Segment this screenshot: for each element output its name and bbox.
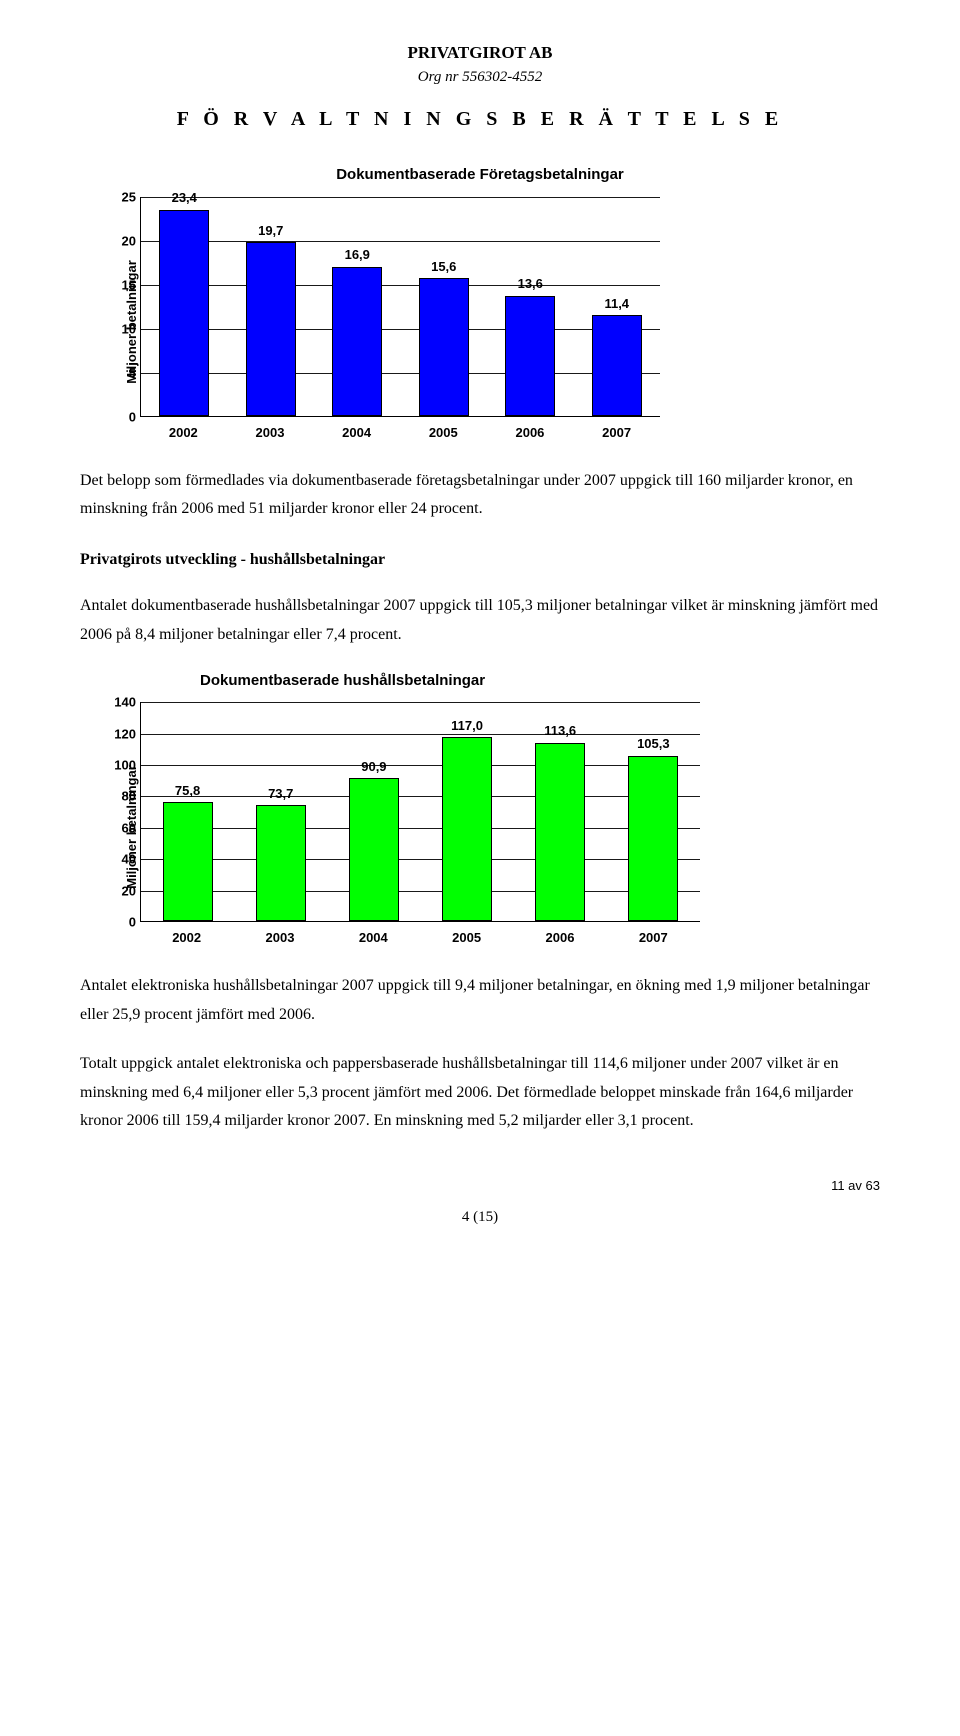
chart-bar-value: 113,6: [544, 721, 576, 741]
subheading-1: Privatgirots utveckling - hushållsbetaln…: [80, 548, 880, 572]
chart-y-tick: 5: [101, 363, 136, 383]
chart-x-label: 2007: [623, 928, 683, 948]
chart-y-tick: 0: [101, 912, 136, 932]
chart-x-label: 2003: [250, 928, 310, 948]
chart-bar: 13,6: [500, 274, 560, 415]
chart-x-label: 2006: [530, 928, 590, 948]
chart-x-label: 2005: [413, 423, 473, 443]
chart-bar-value: 73,7: [268, 784, 293, 804]
paragraph-4: Totalt uppgick antalet elektroniska och …: [80, 1050, 880, 1136]
chart-x-label: 2005: [437, 928, 497, 948]
chart-x-label: 2002: [157, 928, 217, 948]
chart-y-tick: 15: [101, 275, 136, 295]
chart-x-label: 2003: [240, 423, 300, 443]
footer-page: 4 (15): [80, 1206, 880, 1229]
chart-bar-value: 15,6: [431, 257, 456, 277]
chart2-container: Dokumentbaserade hushållsbetalningar Mil…: [80, 670, 880, 953]
paragraph-2: Antalet dokumentbaserade hushållsbetalni…: [80, 592, 880, 650]
chart-y-tick: 0: [101, 407, 136, 427]
chart-bar-value: 105,3: [637, 734, 670, 754]
org-number: Org nr 556302-4552: [80, 66, 880, 89]
chart1-container: Dokumentbaserade Företagsbetalningar Mil…: [80, 164, 880, 447]
chart-y-tick: 10: [101, 319, 136, 339]
paragraph-3: Antalet elektroniska hushållsbetalningar…: [80, 972, 880, 1030]
chart2: Miljoner betalningar02040608010012014075…: [80, 702, 720, 952]
chart-bar: 117,0: [437, 716, 497, 921]
chart-y-tick: 25: [101, 187, 136, 207]
chart-y-tick: 20: [101, 881, 136, 901]
paragraph-1: Det belopp som förmedlades via dokumentb…: [80, 467, 880, 525]
chart-bar-value: 19,7: [258, 221, 283, 241]
chart-bar: 90,9: [344, 757, 404, 921]
chart-y-tick: 40: [101, 850, 136, 870]
chart-bar-value: 117,0: [451, 716, 483, 736]
chart-bar: 15,6: [414, 257, 474, 416]
footer-page-of: 11 av 63: [80, 1176, 880, 1196]
chart-bar: 113,6: [530, 721, 590, 921]
chart-x-label: 2002: [153, 423, 213, 443]
chart-x-label: 2004: [343, 928, 403, 948]
chart-y-tick: 120: [101, 724, 136, 744]
chart-bar: 23,4: [154, 188, 214, 415]
chart-x-label: 2004: [327, 423, 387, 443]
chart-bar-value: 13,6: [518, 274, 543, 294]
chart-y-tick: 80: [101, 787, 136, 807]
chart-y-tick: 60: [101, 818, 136, 838]
chart-bar: 11,4: [587, 294, 647, 416]
chart-bar: 75,8: [158, 781, 218, 922]
chart-bar-value: 90,9: [361, 757, 386, 777]
chart-bar-value: 23,4: [172, 188, 197, 208]
chart-x-label: 2006: [500, 423, 560, 443]
chart1-title: Dokumentbaserade Företagsbetalningar: [80, 164, 880, 187]
chart-bar-value: 16,9: [345, 245, 370, 265]
chart-y-tick: 20: [101, 231, 136, 251]
chart2-title: Dokumentbaserade hushållsbetalningar: [80, 670, 880, 693]
chart-x-label: 2007: [587, 423, 647, 443]
chart-bar: 16,9: [327, 245, 387, 415]
chart1: Miljoner betalningar051015202523,419,716…: [80, 197, 680, 447]
company-name: PRIVATGIROT AB: [80, 40, 880, 66]
chart-bar: 105,3: [623, 734, 683, 921]
page-header: PRIVATGIROT AB Org nr 556302-4552 F Ö R …: [80, 40, 880, 134]
chart-bar-value: 11,4: [604, 294, 629, 314]
chart-y-tick: 100: [101, 755, 136, 775]
chart-bar: 73,7: [251, 784, 311, 921]
chart-bar-value: 75,8: [175, 781, 200, 801]
chart-bar: 19,7: [241, 221, 301, 416]
chart-y-tick: 140: [101, 692, 136, 712]
main-title: F Ö R V A L T N I N G S B E R Ä T T E L …: [80, 104, 880, 134]
